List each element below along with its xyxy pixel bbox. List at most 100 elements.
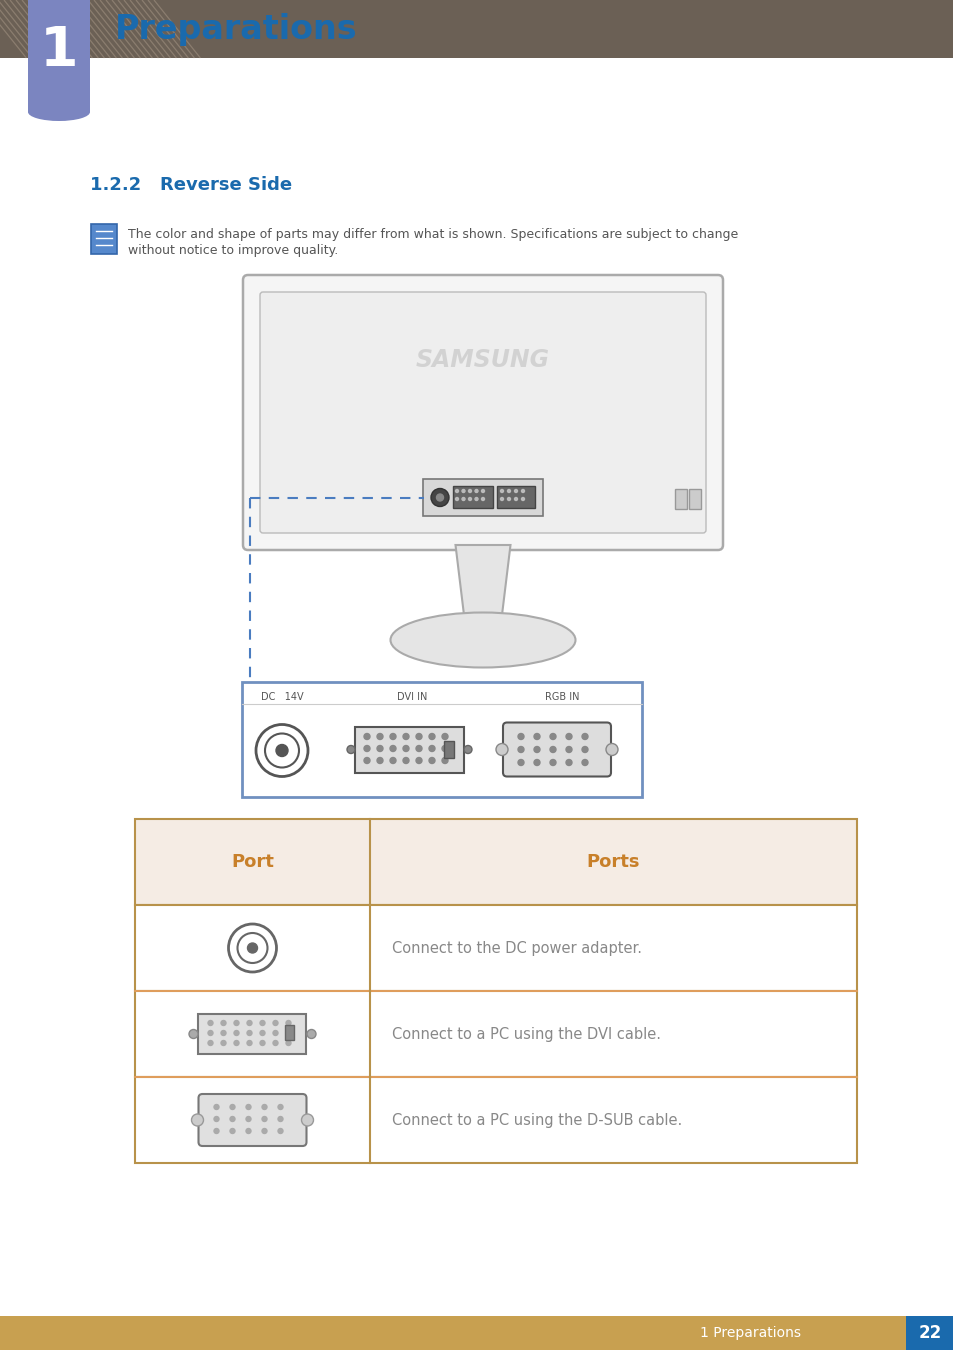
Circle shape — [213, 1104, 219, 1110]
Circle shape — [229, 923, 276, 972]
Text: Connect to a PC using the D-SUB cable.: Connect to a PC using the D-SUB cable. — [392, 1112, 681, 1127]
Circle shape — [429, 745, 435, 752]
Circle shape — [581, 760, 587, 765]
Circle shape — [273, 1041, 277, 1045]
Text: Ports: Ports — [586, 853, 639, 871]
Circle shape — [517, 747, 523, 752]
FancyBboxPatch shape — [497, 486, 535, 508]
Circle shape — [221, 1030, 226, 1035]
FancyBboxPatch shape — [135, 904, 856, 991]
FancyBboxPatch shape — [444, 741, 454, 757]
FancyBboxPatch shape — [243, 275, 722, 549]
Circle shape — [514, 490, 517, 493]
Ellipse shape — [390, 613, 575, 667]
Circle shape — [230, 1129, 234, 1134]
Text: Connect to the DC power adapter.: Connect to the DC power adapter. — [392, 941, 641, 956]
Circle shape — [262, 1129, 267, 1134]
Circle shape — [461, 490, 464, 493]
Circle shape — [307, 1030, 315, 1038]
FancyBboxPatch shape — [453, 486, 493, 508]
Circle shape — [507, 498, 510, 501]
Circle shape — [441, 733, 448, 740]
Circle shape — [233, 1041, 239, 1045]
Circle shape — [605, 744, 618, 756]
Circle shape — [364, 745, 370, 752]
Circle shape — [189, 1030, 198, 1038]
Circle shape — [247, 944, 257, 953]
Circle shape — [581, 733, 587, 740]
Circle shape — [431, 489, 449, 506]
Text: Connect to a PC using the DVI cable.: Connect to a PC using the DVI cable. — [392, 1026, 660, 1041]
Circle shape — [262, 1116, 267, 1122]
Circle shape — [475, 490, 477, 493]
Text: without notice to improve quality.: without notice to improve quality. — [128, 244, 338, 256]
FancyBboxPatch shape — [198, 1094, 306, 1146]
Circle shape — [481, 490, 484, 493]
Ellipse shape — [28, 103, 90, 122]
Circle shape — [402, 757, 409, 764]
Circle shape — [455, 498, 458, 501]
Circle shape — [230, 1116, 234, 1122]
Circle shape — [213, 1116, 219, 1122]
Circle shape — [463, 745, 472, 753]
Circle shape — [534, 760, 539, 765]
Circle shape — [581, 747, 587, 752]
Circle shape — [390, 745, 395, 752]
FancyBboxPatch shape — [422, 479, 542, 516]
Circle shape — [301, 1114, 314, 1126]
FancyBboxPatch shape — [242, 682, 641, 796]
Circle shape — [565, 733, 572, 740]
Circle shape — [376, 757, 382, 764]
Circle shape — [507, 490, 510, 493]
Text: DVI IN: DVI IN — [396, 693, 427, 702]
Circle shape — [237, 933, 267, 963]
Circle shape — [213, 1129, 219, 1134]
Circle shape — [286, 1030, 291, 1035]
Circle shape — [416, 757, 421, 764]
Circle shape — [481, 498, 484, 501]
Circle shape — [550, 747, 556, 752]
Circle shape — [402, 733, 409, 740]
Circle shape — [534, 733, 539, 740]
Circle shape — [247, 1041, 252, 1045]
Circle shape — [260, 1021, 265, 1026]
Circle shape — [192, 1114, 203, 1126]
Circle shape — [208, 1021, 213, 1026]
Text: The color and shape of parts may differ from what is shown. Specifications are s: The color and shape of parts may differ … — [128, 228, 738, 242]
Circle shape — [416, 745, 421, 752]
FancyBboxPatch shape — [28, 0, 90, 112]
Circle shape — [230, 1104, 234, 1110]
FancyBboxPatch shape — [135, 1077, 856, 1162]
Circle shape — [550, 733, 556, 740]
Circle shape — [500, 490, 503, 493]
Circle shape — [441, 745, 448, 752]
Circle shape — [436, 494, 443, 501]
Text: Port: Port — [231, 853, 274, 871]
Text: 1.2.2   Reverse Side: 1.2.2 Reverse Side — [90, 176, 292, 194]
FancyBboxPatch shape — [905, 1316, 953, 1350]
FancyBboxPatch shape — [135, 819, 856, 904]
Circle shape — [468, 498, 471, 501]
Circle shape — [517, 733, 523, 740]
Circle shape — [208, 1041, 213, 1045]
Circle shape — [233, 1021, 239, 1026]
Circle shape — [521, 490, 524, 493]
Circle shape — [550, 760, 556, 765]
Circle shape — [475, 498, 477, 501]
Circle shape — [286, 1041, 291, 1045]
Text: 1 Preparations: 1 Preparations — [700, 1326, 801, 1341]
FancyBboxPatch shape — [355, 726, 463, 772]
Circle shape — [277, 1129, 283, 1134]
Circle shape — [461, 498, 464, 501]
Circle shape — [521, 498, 524, 501]
Circle shape — [286, 1021, 291, 1026]
FancyBboxPatch shape — [502, 722, 610, 776]
Circle shape — [246, 1116, 251, 1122]
Circle shape — [565, 747, 572, 752]
Circle shape — [390, 733, 395, 740]
Circle shape — [221, 1041, 226, 1045]
Circle shape — [246, 1129, 251, 1134]
Polygon shape — [455, 545, 510, 616]
Circle shape — [364, 757, 370, 764]
Text: SAMSUNG: SAMSUNG — [416, 348, 550, 373]
